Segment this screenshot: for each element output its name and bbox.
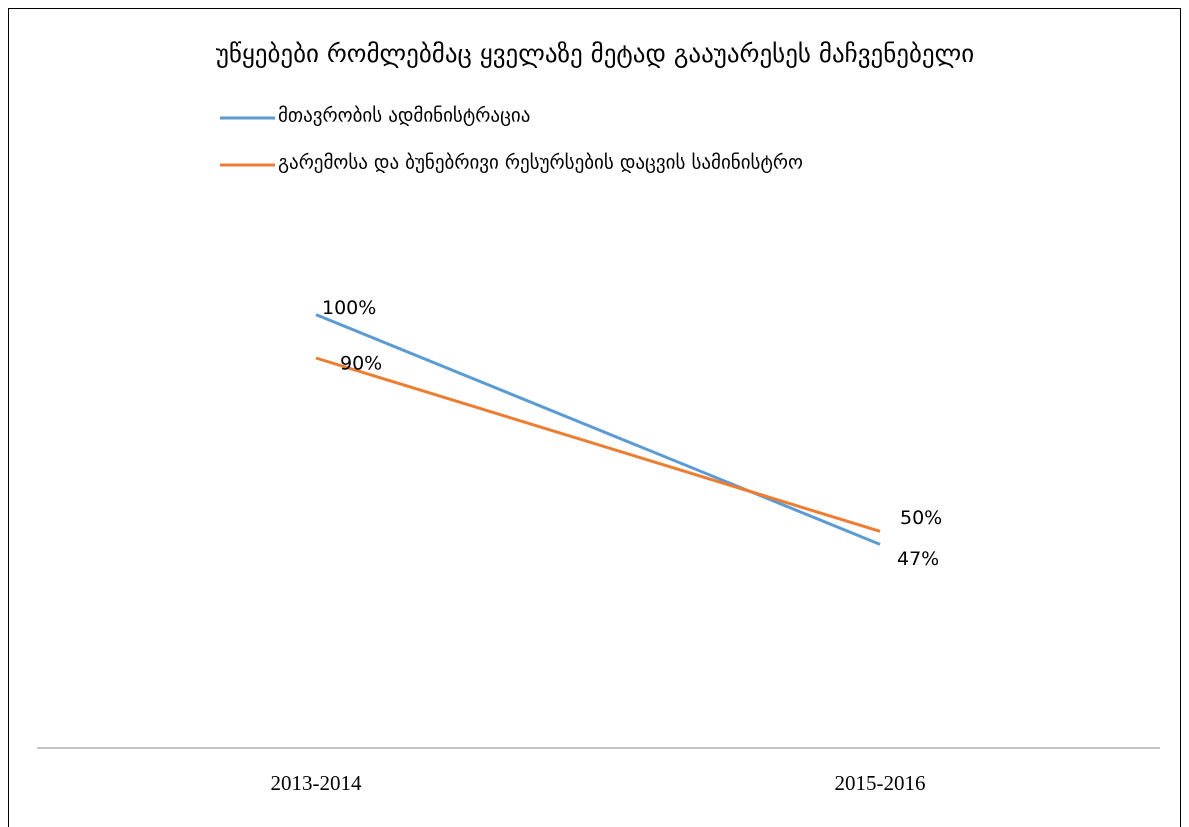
legend-label: მთავრობის ადმინისტრაცია: [278, 105, 530, 127]
series-line: [315, 313, 881, 546]
data-label: 90%: [340, 353, 382, 375]
data-label: 100%: [322, 297, 376, 319]
series-line: [315, 356, 881, 533]
chart-border: [8, 8, 1181, 827]
chart-title: უწყებები რომლებმაც ყველაზე მეტად გააუარე…: [216, 39, 974, 68]
x-tick-label: 2013-2014: [271, 771, 362, 795]
x-tick-label: 2015-2016: [835, 771, 926, 795]
legend-label: გარემოსა და ბუნებრივი რესურსების დაცვის …: [278, 152, 803, 174]
data-label: 50%: [900, 507, 942, 529]
data-label: 47%: [897, 548, 939, 570]
